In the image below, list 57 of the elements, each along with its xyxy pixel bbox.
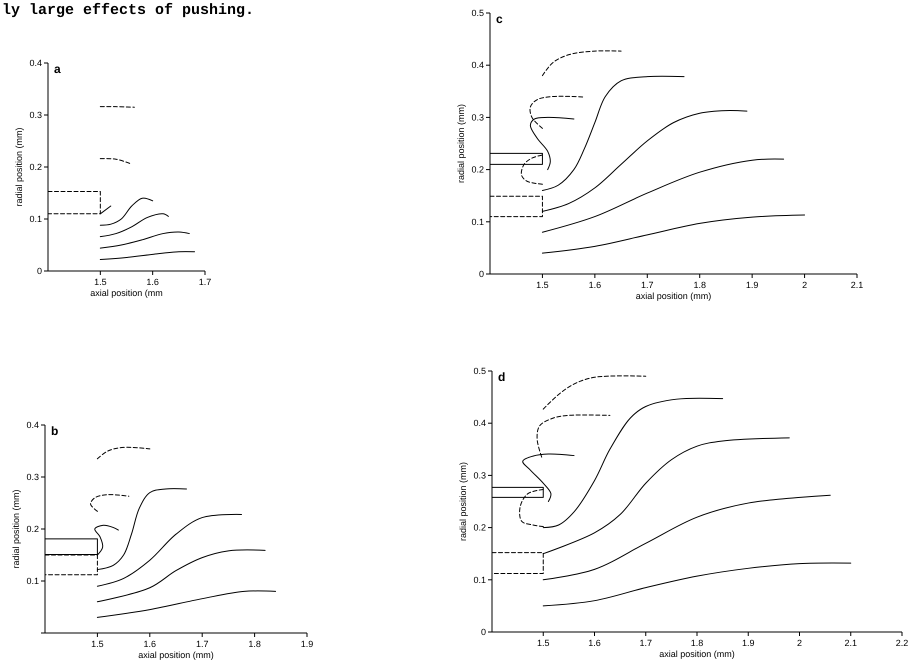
x-tick-label: 1.5 (536, 638, 550, 648)
y-tick-label: 0.4 (29, 58, 42, 68)
x-axis-title: axial position (mm (90, 288, 163, 298)
x-tick-label: 1.9 (742, 638, 755, 648)
x-tick-label: 1.8 (690, 638, 704, 648)
y-tick-label: 0.1 (26, 576, 39, 586)
y-tick-label: 0.2 (26, 524, 39, 534)
x-tick-label: 2.1 (850, 280, 864, 290)
x-tick-label: 1.7 (196, 639, 208, 649)
y-tick-label: 0.3 (29, 110, 42, 120)
y-tick-label: 0.1 (471, 216, 484, 227)
y-axis-title: radial position (mm) (456, 104, 466, 184)
y-tick-label: 0.5 (471, 8, 484, 18)
y-tick-label: 0.3 (471, 112, 484, 122)
x-tick-label: 1.7 (198, 277, 212, 287)
y-tick-label: 0.4 (473, 418, 486, 428)
x-axis-title: axial position (mm) (636, 291, 712, 301)
x-tick-label: 1.5 (94, 277, 107, 287)
x-tick-label: 1.9 (746, 280, 758, 290)
x-axis-title: axial position (mm) (659, 649, 735, 659)
y-axis-title: radial position (mm) (458, 462, 468, 542)
chart-title: c (496, 12, 503, 26)
x-tick-label: 1.8 (693, 280, 706, 290)
x-tick-label: 1.5 (91, 639, 104, 649)
x-tick-label: 2 (802, 280, 808, 290)
x-tick-label: 2 (796, 638, 802, 648)
x-tick-label: 2.1 (844, 638, 858, 648)
chart-title: a (54, 62, 61, 76)
y-axis-title: radial position (mm) (11, 489, 21, 569)
x-tick-label: 1.7 (639, 638, 652, 648)
y-tick-label: 0.2 (473, 522, 486, 533)
x-tick-label: 1.7 (641, 280, 654, 290)
y-tick-label: 0 (36, 266, 42, 276)
y-tick-label: 0.4 (471, 60, 484, 70)
y-tick-label: 0.1 (473, 574, 486, 585)
y-tick-label: 0.2 (471, 164, 484, 175)
y-tick-label: 0 (478, 269, 484, 279)
x-tick-label: 1.8 (248, 639, 261, 649)
y-tick-label: 0.5 (473, 366, 486, 376)
y-tick-label: 0.1 (29, 214, 42, 224)
x-axis-title: axial position (mm) (138, 650, 214, 660)
text: ly large effects of pushing. (2, 2, 254, 19)
x-tick-label: 1.9 (300, 639, 314, 649)
x-tick-label: 1.6 (146, 277, 159, 287)
y-axis-title: radial position (mm) (14, 127, 24, 207)
y-tick-label: 0 (480, 627, 486, 637)
x-tick-label: 1.6 (588, 280, 602, 290)
x-tick-label: 1.6 (144, 639, 156, 649)
y-tick-label: 0.3 (473, 470, 486, 480)
x-tick-label: 1.6 (588, 638, 601, 648)
x-tick-label: 1.5 (536, 280, 549, 290)
y-tick-label: 0.3 (26, 472, 39, 482)
chart-title: b (51, 424, 58, 438)
chart-title: d (498, 370, 506, 384)
y-tick-label: 0.4 (26, 420, 39, 430)
y-tick-label: 0.2 (29, 162, 42, 172)
x-tick-label: 2.2 (896, 638, 908, 648)
